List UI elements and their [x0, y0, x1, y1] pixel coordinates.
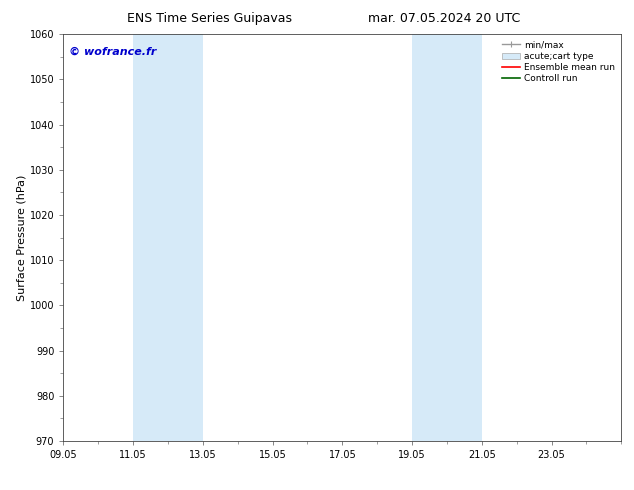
Bar [133, 34, 203, 441]
Y-axis label: Surface Pressure (hPa): Surface Pressure (hPa) [17, 174, 27, 301]
Bar [412, 34, 482, 441]
Text: © wofrance.fr: © wofrance.fr [69, 47, 157, 56]
Legend: min/max, acute;cart type, Ensemble mean run, Controll run: min/max, acute;cart type, Ensemble mean … [500, 39, 617, 85]
Text: mar. 07.05.2024 20 UTC: mar. 07.05.2024 20 UTC [368, 12, 520, 25]
Text: ENS Time Series Guipavas: ENS Time Series Guipavas [127, 12, 292, 25]
